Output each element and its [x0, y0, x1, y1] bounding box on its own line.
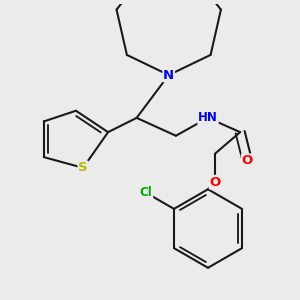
Text: HN: HN — [198, 111, 218, 124]
Text: S: S — [78, 161, 88, 174]
Text: N: N — [163, 69, 174, 82]
Text: O: O — [242, 154, 253, 167]
Text: O: O — [209, 176, 221, 189]
Text: Cl: Cl — [140, 186, 153, 199]
